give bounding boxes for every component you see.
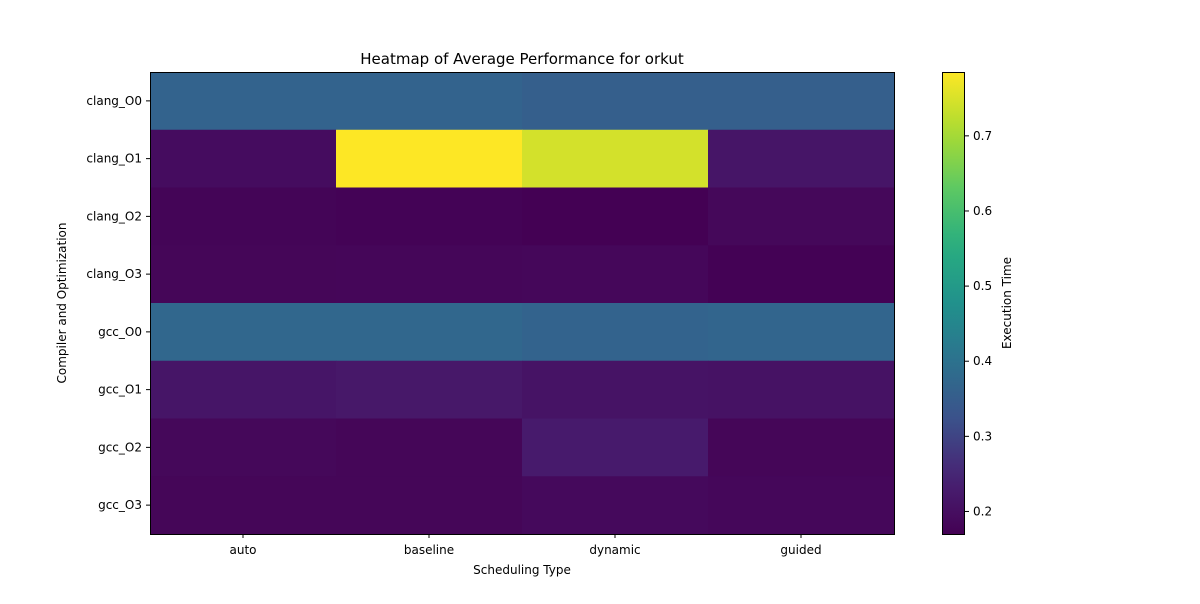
heatmap-cell: [522, 72, 709, 131]
heatmap-cell: [150, 72, 337, 131]
heatmap-cell: [336, 303, 523, 362]
heatmap-cell: [708, 187, 895, 246]
colorbar-ticks: 0.2 0.3 0.4 0.5 0.6 0.7: [965, 129, 992, 518]
heatmap-cell: [708, 72, 895, 131]
heatmap-cell: [708, 245, 895, 304]
heatmap-cell: [708, 476, 895, 535]
heatmap-cell: [708, 129, 895, 188]
heatmap-cell: [522, 360, 709, 419]
x-axis-label: Scheduling Type: [473, 563, 571, 577]
colorbar-label: Execution Time: [1000, 257, 1014, 349]
y-axis-ticks: clang_O0 clang_O1 clang_O2 clang_O3 gcc_O0gc…: [86, 94, 150, 512]
colorbar-tick-label: 0.2: [973, 504, 992, 518]
heatmap-cell: [336, 360, 523, 419]
heatmap-cell: [150, 303, 337, 362]
heatmap-cell: [522, 187, 709, 246]
heatmap-cell: [522, 245, 709, 304]
heatmap-cell: [150, 418, 337, 477]
heatmap-cell: [708, 418, 895, 477]
heatmap-cell: [336, 418, 523, 477]
colorbar: [942, 72, 965, 534]
y-axis-label: Compiler and Optimization: [55, 223, 69, 384]
y-tick-label: gcc_O1: [98, 383, 142, 397]
x-tick-label: dynamic: [589, 543, 640, 557]
colorbar-tick-label: 0.6: [973, 204, 992, 218]
heatmap-cell: [522, 129, 709, 188]
heatmap-cell: [708, 303, 895, 362]
y-tick-label: gcc_O3: [98, 498, 142, 512]
heatmap-cell: [522, 303, 709, 362]
chart-title: Heatmap of Average Performance for orkut: [360, 50, 684, 68]
heatmap-cell: [522, 476, 709, 535]
heatmap-cell: [150, 129, 337, 188]
colorbar-tick-label: 0.7: [973, 129, 992, 143]
y-tick-label: clang_O3: [86, 267, 142, 281]
heatmap-cell: [150, 187, 337, 246]
y-tick-label: gcc_O0: [98, 325, 142, 339]
heatmap-cell: [336, 245, 523, 304]
heatmap-cell: [150, 245, 337, 304]
y-tick-label: clang_O1: [86, 152, 142, 166]
y-tick-label: gcc_O2: [98, 440, 142, 454]
heatmap-cell: [336, 129, 523, 188]
colorbar-tick-label: 0.3: [973, 429, 992, 443]
heatmap-cell: [708, 360, 895, 419]
heatmap-cell: [336, 476, 523, 535]
colorbar-tick-label: 0.4: [973, 354, 992, 368]
heatmap-cell: [150, 476, 337, 535]
heatmap-cell: [150, 360, 337, 419]
heatmap-cell: [336, 72, 523, 131]
plot-frame: [150, 72, 895, 535]
colorbar-frame: [942, 72, 965, 535]
x-tick-label: guided: [780, 543, 821, 557]
y-tick-label: clang_O2: [86, 209, 142, 223]
x-axis-ticks: auto baseline dynamic guided: [229, 534, 822, 557]
heatmap-cell: [336, 187, 523, 246]
colorbar-tick-label: 0.5: [973, 279, 992, 293]
x-tick-label: auto: [229, 543, 256, 557]
y-tick-label: clang_O0: [86, 94, 142, 108]
x-tick-label: baseline: [404, 543, 454, 557]
heatmap-cells: [150, 72, 895, 535]
heatmap-cell: [522, 418, 709, 477]
